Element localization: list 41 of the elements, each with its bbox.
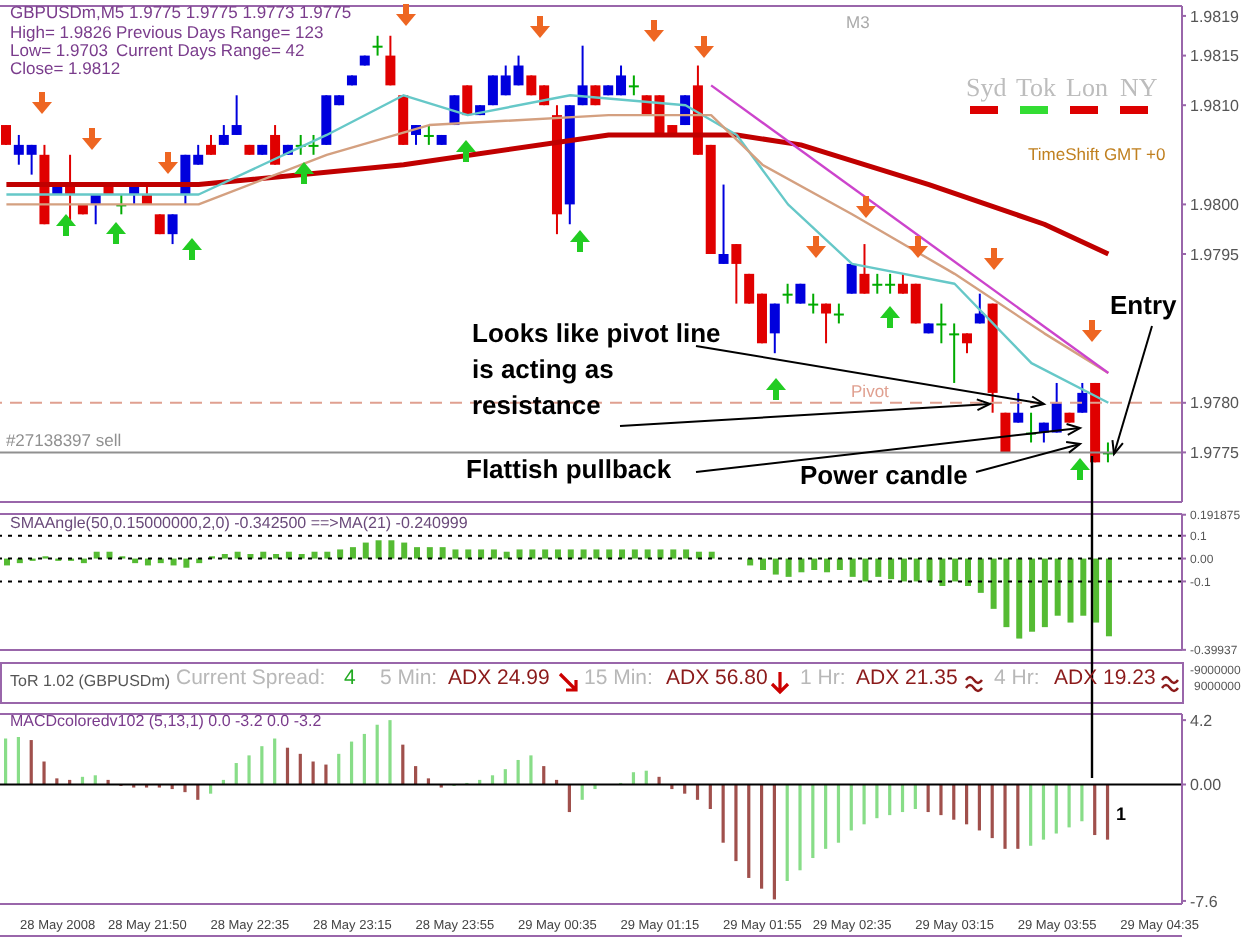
annotation: Lon	[1066, 72, 1108, 104]
annotation: NY	[1120, 72, 1158, 104]
text: ToR 1.02 (GBPUSDm)	[10, 672, 171, 691]
annotation: Power candle	[800, 460, 968, 492]
text: ADX 24.99	[448, 666, 550, 691]
text: ADX 21.35	[856, 666, 958, 691]
annotation: SMAAngle(50,0.15000000,2,0) -0.342500 ==>MA(21) -0.240999	[10, 514, 468, 533]
y-tick-label: 1.9780	[1190, 394, 1241, 413]
annotation: Previous Days Range= 123	[116, 22, 324, 44]
ref-line-label: Pivot	[851, 380, 891, 401]
annotation: MACDcoloredv102 (5,13,1) 0.0 -3.2 0.0 -3.2	[10, 712, 322, 731]
annotation: Close= 1.9812	[10, 58, 121, 80]
ref-line-label: #27138397 sell	[5, 430, 122, 451]
y-tick-label: 1.9775	[1190, 444, 1241, 463]
text: 1 Hr:	[800, 666, 846, 691]
annotation: Looks like pivot line is acting as resistance	[472, 316, 722, 425]
y-tick-label: -7.6	[1190, 892, 1219, 911]
annotation: Entry	[1110, 290, 1177, 322]
annotation: Flattish pullback	[466, 454, 672, 486]
y-tick-label: 0.00	[1190, 776, 1223, 795]
text: 5 Min:	[380, 666, 438, 691]
text: 4 Hr:	[994, 666, 1040, 691]
annotation: Syd	[966, 72, 1007, 104]
text: 15 Min:	[584, 666, 653, 691]
annotation: 1	[1116, 804, 1127, 825]
y-tick-label: 1.9815	[1190, 47, 1241, 66]
text: 4	[344, 666, 356, 691]
annotation: Low= 1.9703	[10, 40, 108, 61]
annotation: Current Days Range= 42	[116, 40, 305, 62]
y-tick-label: 1.9819	[1190, 7, 1241, 26]
annotation: M3	[846, 12, 870, 34]
annotation: High= 1.9826	[10, 22, 112, 44]
annotation: TimeShift GMT +0	[1028, 144, 1166, 166]
y-tick-label: 1.9810	[1190, 96, 1241, 115]
y-tick-label: 4.2	[1190, 711, 1214, 730]
y-tick-label: 1.9795	[1190, 245, 1241, 264]
annotation: Tok	[1016, 72, 1057, 104]
text: Current Spread:	[176, 666, 326, 691]
annotation: GBPUSDm,M5 1.9775 1.9775 1.9773 1.9775	[10, 2, 352, 24]
text: ADX 56.80	[666, 666, 768, 691]
y-tick-label: 1.9800	[1190, 196, 1241, 215]
